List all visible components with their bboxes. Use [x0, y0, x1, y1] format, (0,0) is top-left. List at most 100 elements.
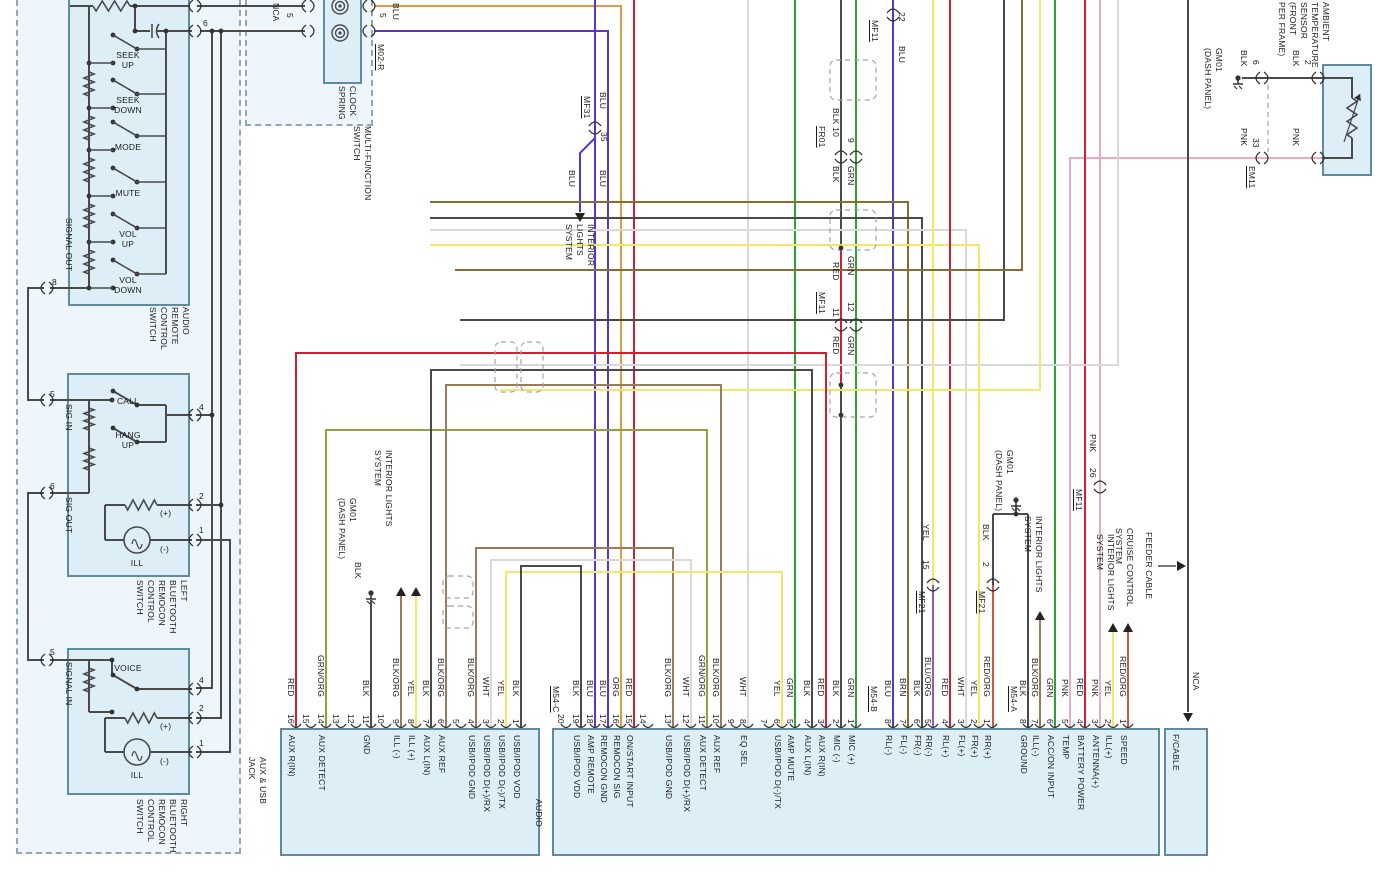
m54-c-wire-color: GRN	[785, 677, 795, 698]
shield-box	[829, 209, 877, 251]
label: 1	[199, 525, 204, 535]
label: 5	[50, 389, 55, 399]
label: RED	[831, 336, 841, 355]
system-arrow-icon	[396, 587, 406, 596]
wire-blk	[460, 0, 1005, 321]
m54-b-pin-function: RR(+)	[983, 735, 993, 759]
aux-jack-pin-number: 6	[436, 719, 446, 724]
wire-yel	[505, 571, 783, 728]
m54-c-pin-number: 13	[663, 714, 673, 724]
aux-jack-pin-number: 9	[391, 719, 401, 724]
wire-blu	[374, 30, 609, 728]
label: 6	[1251, 60, 1261, 65]
m54-b-wire-color: RED	[940, 678, 950, 697]
m54-c-pin-function: AUX REF	[712, 735, 722, 774]
label: SIG IN	[64, 404, 74, 431]
label: BLU	[897, 46, 907, 64]
system-arrow-icon	[1177, 561, 1186, 571]
label: 4	[199, 675, 204, 685]
label: HANG UP	[115, 430, 141, 450]
label: 6	[50, 481, 55, 491]
m54-b-pin-number: 3	[956, 719, 966, 724]
label: YEL	[921, 524, 931, 541]
m54-c-pin-bracket	[742, 723, 754, 729]
audio-unit-block	[552, 728, 1160, 856]
aux-jack-pin-function: USB/IPOD VOD	[512, 735, 522, 799]
m54-b-pin-function: FR(-)	[913, 735, 923, 756]
m54-c-pin-number: 6	[772, 719, 782, 724]
m54-c-pin-number: 3	[816, 719, 826, 724]
inline-connector-icon	[834, 150, 848, 156]
m54-b-pin-bracket	[986, 723, 998, 729]
aux-jack-pin-bracket	[455, 723, 467, 729]
m54-c-wire-color: RED	[624, 678, 634, 697]
m54-c-pin-bracket	[575, 723, 587, 729]
label: BLK	[981, 524, 991, 541]
shield-box	[442, 605, 474, 629]
label: BLK	[353, 562, 363, 579]
m54-a-pin-function: BATTERY POWER	[1076, 735, 1086, 811]
m54-c-pin-number: 1	[846, 719, 856, 724]
junction-dot	[838, 382, 844, 388]
m54-c-pin-number: 12	[681, 714, 691, 724]
m54-c-wire-color: ORG	[611, 677, 621, 697]
label: AUDIO REMOTE CONTROL SWITCH	[148, 307, 191, 350]
m54-c-pin-number: 20	[556, 714, 566, 724]
m54-c-wire-color: BLK/ORG	[711, 657, 721, 697]
aux-jack-pin-number: 5	[451, 719, 461, 724]
m54-a-pin-number: 6	[1045, 719, 1055, 724]
label: SIGNAL OUT	[64, 218, 74, 272]
m54-a-pin-function: ILL(-)	[1031, 735, 1041, 757]
aux-jack-pin-bracket	[395, 723, 407, 729]
inline-connector-icon	[588, 121, 602, 127]
label: 6	[203, 18, 208, 28]
wire-pnk	[1069, 157, 1322, 728]
ambient-sensor-box	[1322, 64, 1372, 176]
m54-b-pin-function: FL(+)	[957, 735, 967, 757]
label: 15	[921, 560, 931, 570]
aux-jack-wire-color: YEL	[496, 680, 506, 697]
m54-c-wire-color: BLU	[585, 679, 595, 697]
inline-connector-icon	[926, 586, 940, 592]
aux-jack-wire-color: BLK	[421, 680, 431, 697]
label: BLK	[1239, 50, 1249, 67]
aux-jack-pin-bracket	[335, 723, 347, 729]
label: INTERIOR LIGHTS SYSTEM	[1095, 534, 1116, 611]
inline-connector-icon	[926, 578, 940, 584]
label: MF11	[817, 292, 827, 314]
label: ILL	[130, 770, 144, 780]
m54-b-pin-number: 5	[923, 719, 933, 724]
m54-a-pin-function: TEMP	[1061, 735, 1071, 760]
aux-jack-wire-color: BLK	[511, 680, 521, 697]
label: (+)	[160, 508, 172, 518]
m54-c-pin-function: MIC (-)	[832, 735, 842, 763]
aux-jack-pin-bracket	[365, 723, 377, 729]
m54-c-pin-number: 11	[697, 714, 707, 724]
m54-c-wire-color: WHT	[681, 677, 691, 697]
label: MF21	[977, 591, 987, 614]
inline-connector-icon	[849, 158, 863, 164]
ground-icon	[371, 600, 376, 605]
m54-b-pin-function: RR(-)	[924, 735, 934, 757]
label: 8	[52, 277, 57, 287]
inline-connector-icon	[1263, 151, 1269, 165]
m54-b-pin-number: 6	[912, 719, 922, 724]
m54-b-pin-function: FR(+)	[970, 735, 980, 758]
label: GM01 (DASH PANEL)	[994, 450, 1015, 512]
m54-c-pin-bracket	[667, 723, 679, 729]
aux-jack-pin-function: AUX R(IN)	[287, 735, 297, 777]
m54-c-pin-function: EQ SEL	[739, 735, 749, 767]
m54-a-pin-bracket	[1107, 723, 1119, 729]
label: GRN	[846, 166, 856, 186]
ground-icon	[1238, 85, 1243, 90]
system-arrow-icon	[1183, 713, 1193, 722]
m54-b-pin-bracket	[927, 723, 939, 729]
wire-yel	[500, 0, 1041, 391]
label: INTERIOR LIGHTS SYSTEM	[373, 450, 394, 527]
wire-blu	[579, 137, 596, 212]
aux-jack-pin-number: 13	[331, 714, 341, 724]
label: 5	[285, 13, 295, 18]
system-arrow-icon	[411, 587, 421, 596]
aux-jack-wire-color: GRN/ORG	[316, 654, 326, 697]
m54-c-pin-bracket	[642, 723, 654, 729]
